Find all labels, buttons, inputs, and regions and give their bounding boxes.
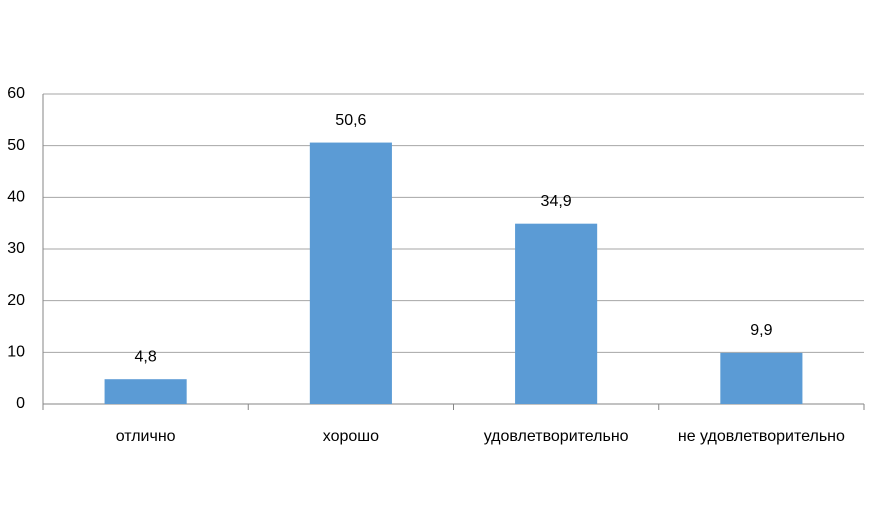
y-tick-label: 10 <box>7 344 25 361</box>
y-tick-label: 50 <box>7 137 25 154</box>
data-label: 4,8 <box>135 348 157 365</box>
bar <box>309 142 392 405</box>
bar <box>104 379 187 404</box>
data-label: 34,9 <box>541 193 572 210</box>
x-tick-label: отлично <box>116 428 176 445</box>
x-tick-label: удовлетворительно <box>484 428 629 445</box>
x-tick-label: не удовлетворительно <box>678 428 845 445</box>
bar <box>720 352 803 404</box>
y-tick-label: 60 <box>7 85 25 102</box>
x-tick-label: хорошо <box>323 428 379 445</box>
data-label: 9,9 <box>750 322 772 339</box>
y-tick-label: 0 <box>16 395 25 412</box>
y-tick-label: 30 <box>7 240 25 257</box>
data-label: 50,6 <box>335 112 366 129</box>
y-tick-label: 20 <box>7 292 25 309</box>
bar <box>515 223 598 404</box>
y-tick-label: 40 <box>7 189 25 206</box>
